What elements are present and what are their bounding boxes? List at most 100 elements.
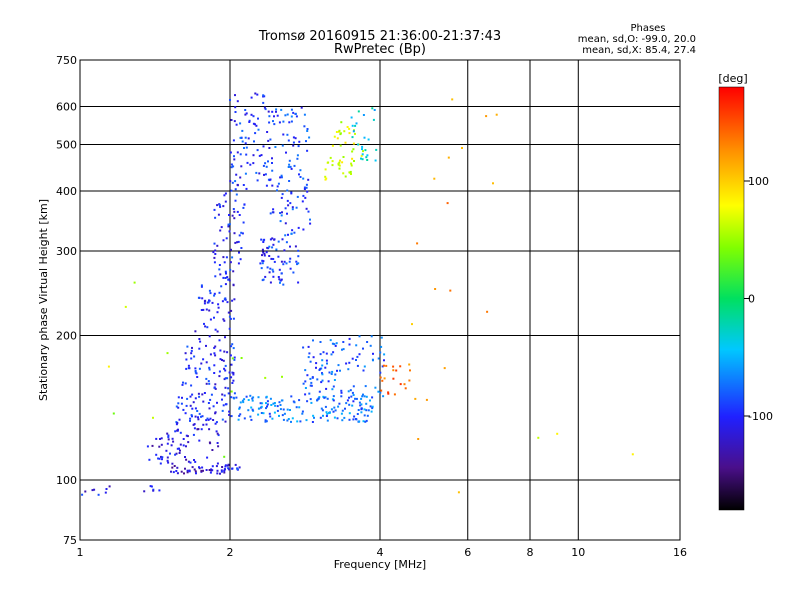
data-point bbox=[290, 167, 293, 170]
data-point bbox=[379, 391, 382, 394]
data-point bbox=[267, 110, 270, 113]
data-point bbox=[214, 328, 217, 331]
data-point bbox=[337, 405, 340, 408]
data-point bbox=[371, 407, 374, 410]
data-point bbox=[263, 254, 266, 257]
data-point bbox=[222, 276, 225, 279]
data-point bbox=[264, 420, 267, 423]
data-point bbox=[201, 466, 204, 469]
data-point bbox=[197, 392, 200, 395]
data-point bbox=[185, 367, 188, 370]
data-point bbox=[213, 364, 216, 367]
data-point bbox=[133, 281, 136, 284]
data-point bbox=[148, 458, 151, 461]
data-point bbox=[224, 386, 227, 389]
data-point bbox=[172, 471, 175, 474]
data-point bbox=[268, 121, 271, 124]
data-point bbox=[236, 468, 239, 471]
data-point bbox=[365, 419, 368, 422]
data-point bbox=[309, 360, 312, 363]
data-point bbox=[330, 408, 333, 411]
data-point bbox=[327, 380, 330, 383]
data-point bbox=[104, 491, 107, 494]
data-point bbox=[230, 396, 233, 399]
data-point bbox=[149, 485, 152, 488]
data-point bbox=[332, 399, 335, 402]
data-point bbox=[235, 396, 238, 399]
data-point bbox=[321, 373, 324, 376]
data-point bbox=[266, 400, 269, 403]
data-point bbox=[296, 157, 299, 160]
data-point bbox=[175, 452, 178, 455]
data-point bbox=[295, 206, 298, 209]
data-point bbox=[286, 212, 288, 215]
data-point bbox=[297, 281, 300, 284]
data-point bbox=[312, 414, 315, 417]
data-point bbox=[261, 259, 264, 262]
data-point bbox=[238, 466, 241, 469]
data-point bbox=[346, 399, 349, 402]
data-point bbox=[214, 275, 217, 278]
data-point bbox=[273, 402, 276, 404]
data-point bbox=[382, 364, 385, 367]
data-point bbox=[266, 405, 268, 408]
data-point bbox=[191, 393, 194, 396]
data-point bbox=[302, 382, 305, 385]
data-point bbox=[309, 222, 312, 225]
data-point bbox=[305, 207, 308, 210]
data-point bbox=[166, 442, 169, 445]
data-point bbox=[403, 383, 406, 386]
data-point bbox=[355, 359, 357, 361]
data-point bbox=[216, 472, 219, 475]
data-point bbox=[369, 399, 371, 402]
data-point bbox=[337, 364, 340, 367]
data-point bbox=[233, 155, 235, 158]
data-point bbox=[286, 408, 289, 411]
x-ticks: 1 2 4 6 8 10 16 bbox=[77, 546, 688, 559]
data-point bbox=[205, 423, 208, 426]
data-point bbox=[233, 392, 236, 395]
data-point bbox=[349, 170, 352, 173]
data-point bbox=[220, 469, 223, 472]
data-point bbox=[269, 212, 272, 215]
data-point bbox=[272, 258, 275, 260]
data-point bbox=[361, 153, 364, 156]
data-point bbox=[319, 341, 322, 343]
colorbar-tick-label: 100 bbox=[748, 175, 769, 188]
data-point bbox=[315, 366, 317, 369]
data-point bbox=[261, 254, 263, 257]
data-point bbox=[283, 249, 286, 252]
data-point bbox=[248, 121, 251, 123]
data-point bbox=[353, 415, 356, 418]
data-point bbox=[157, 457, 160, 460]
data-point bbox=[281, 414, 284, 417]
x-axis-label: Frequency [MHz] bbox=[334, 558, 426, 571]
data-point bbox=[363, 136, 366, 139]
data-point bbox=[221, 359, 223, 361]
data-point bbox=[325, 415, 328, 417]
data-point bbox=[234, 111, 237, 113]
data-point bbox=[382, 395, 385, 398]
data-point bbox=[353, 160, 355, 162]
data-point bbox=[166, 352, 169, 355]
data-point bbox=[230, 415, 233, 418]
data-point bbox=[269, 267, 272, 270]
data-point bbox=[215, 465, 218, 468]
data-point bbox=[334, 344, 337, 347]
data-point bbox=[277, 255, 280, 258]
data-point bbox=[219, 273, 222, 276]
data-point bbox=[537, 436, 540, 439]
data-point bbox=[311, 376, 314, 379]
data-point bbox=[281, 375, 283, 378]
data-point bbox=[231, 343, 234, 346]
data-point bbox=[285, 241, 288, 244]
data-point bbox=[218, 268, 221, 271]
data-point bbox=[249, 394, 252, 397]
data-point bbox=[209, 318, 212, 321]
data-point bbox=[297, 255, 300, 258]
data-point bbox=[155, 437, 158, 440]
data-point bbox=[247, 409, 250, 412]
data-point bbox=[319, 353, 322, 356]
data-point bbox=[277, 182, 280, 185]
data-point bbox=[233, 298, 236, 301]
